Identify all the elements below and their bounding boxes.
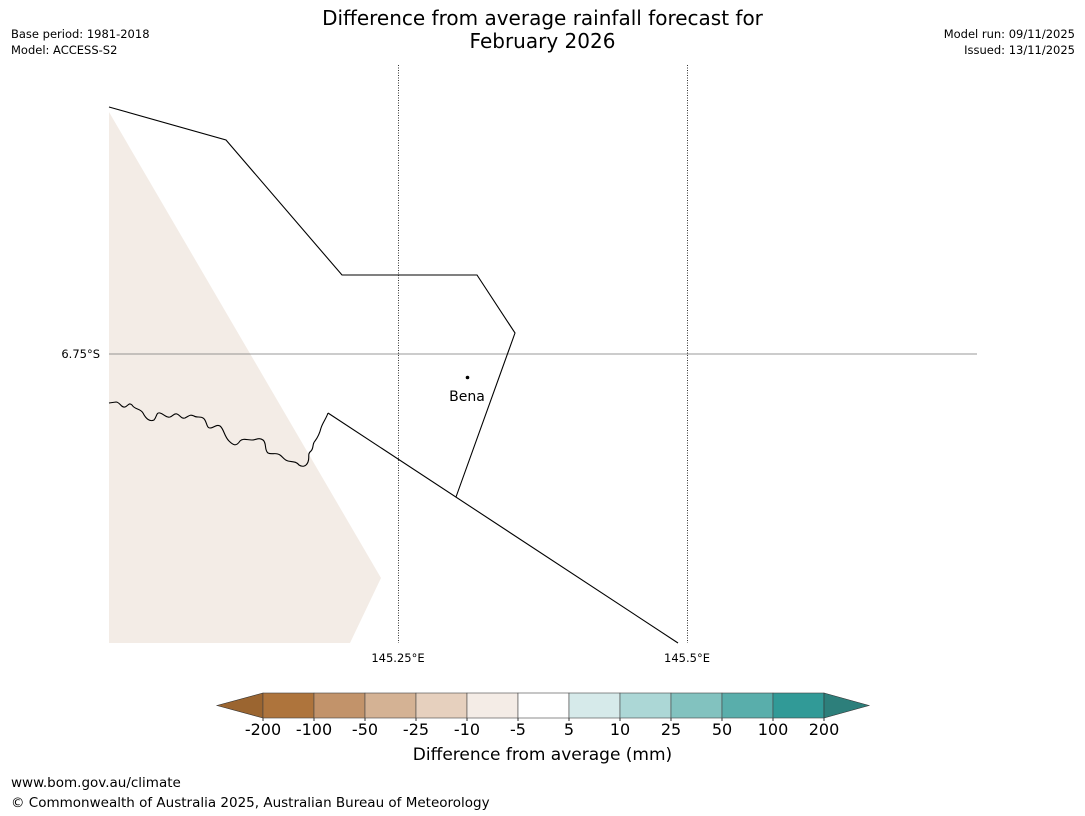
footer-url[interactable]: www.bom.gov.au/climate	[11, 775, 181, 791]
colorbar-tick-label: -25	[403, 720, 429, 739]
colorbar-tick-label: 50	[712, 720, 732, 739]
colorbar-tick-label: 100	[758, 720, 789, 739]
colorbar-cell	[619, 692, 672, 719]
colorbar-tick-label: -50	[352, 720, 378, 739]
rainfall-shaded-area	[109, 112, 381, 643]
district-boundary-north	[108, 106, 516, 498]
page-title: Difference from average rainfall forecas…	[0, 7, 1085, 53]
colorbar-tick-label: -200	[245, 720, 281, 739]
colorbar-cell	[415, 692, 468, 719]
colorbar-cell	[466, 692, 519, 719]
lon-label-1: 145.25°E	[371, 651, 424, 665]
colorbar-title: Difference from average (mm)	[412, 745, 673, 765]
colorbar-tick-label: 200	[809, 720, 840, 739]
issued-date: Issued: 13/11/2025	[964, 43, 1075, 57]
colorbar-tick-label: -100	[296, 720, 332, 739]
colorbar-over-arrow	[823, 692, 871, 719]
meta-left: Base period: 1981-2018 Model: ACCESS-S2	[11, 26, 150, 58]
colorbar-tick-label: 10	[610, 720, 630, 739]
town-marker	[465, 375, 470, 380]
title-line-2: February 2026	[469, 29, 616, 53]
colorbar-tick-label: 5	[564, 720, 574, 739]
colorbar-under-arrow	[215, 692, 264, 719]
colorbar: -200 -100 -50 -25 -10 -5 5 10 25 50 100 200	[215, 692, 871, 739]
lat-label: 6.75°S	[61, 347, 100, 361]
colorbar-cell	[721, 692, 774, 719]
colorbar-cell	[262, 692, 315, 719]
meta-right: Model run: 09/11/2025 Issued: 13/11/2025	[944, 26, 1075, 58]
model-run: Model run: 09/11/2025	[943, 27, 1075, 41]
colorbar-cell	[670, 692, 723, 719]
colorbar-cell	[772, 692, 825, 719]
base-period: Base period: 1981-2018	[11, 27, 150, 41]
colorbar-tick-label: -10	[454, 720, 480, 739]
colorbar-cell	[517, 692, 570, 719]
colorbar-tick-label: -5	[510, 720, 526, 739]
river-line	[108, 401, 329, 467]
town-label-bena: Bena	[449, 389, 485, 405]
colorbar-cell	[364, 692, 417, 719]
colorbar-tick-label: 25	[661, 720, 681, 739]
district-boundary-south	[327, 412, 679, 644]
colorbar-cell	[568, 692, 621, 719]
lon-label-2: 145.5°E	[664, 651, 710, 665]
footer-copyright: © Commonwealth of Australia 2025, Austra…	[11, 795, 490, 811]
model-name: Model: ACCESS-S2	[11, 43, 118, 57]
title-line-1: Difference from average rainfall forecas…	[322, 6, 763, 30]
colorbar-cell	[313, 692, 366, 719]
